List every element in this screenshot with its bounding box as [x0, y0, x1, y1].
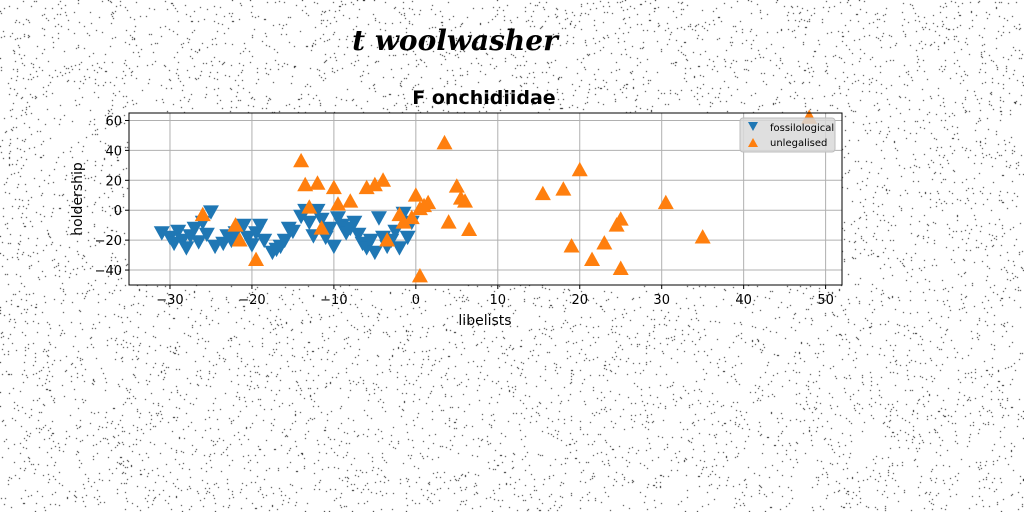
data-point-unlegalised — [375, 172, 392, 187]
data-point-unlegalised — [379, 232, 396, 247]
data-point-fossilological — [235, 218, 252, 234]
legend-label-fossilological: fossilological — [770, 123, 834, 134]
legend-box — [739, 117, 836, 153]
data-point-unlegalised — [227, 217, 244, 232]
data-point-fossilological — [276, 233, 293, 249]
data-point-unlegalised — [440, 214, 457, 229]
data-point-fossilological — [284, 224, 301, 240]
y-tick-label: 20 — [105, 174, 122, 189]
data-point-fossilological — [350, 227, 367, 243]
data-point-unlegalised — [395, 214, 412, 229]
data-point-fossilological — [153, 226, 170, 241]
data-point-fossilological — [186, 221, 203, 237]
x-tick-label: 50 — [817, 293, 834, 308]
data-point-unlegalised — [194, 206, 211, 222]
x-tick-label: −10 — [320, 293, 347, 308]
data-point-fossilological — [329, 211, 346, 226]
data-point-fossilological — [178, 241, 195, 256]
data-point-unlegalised — [571, 161, 588, 177]
data-point-fossilological — [362, 233, 379, 249]
legend: fossilological unlegalised — [739, 117, 836, 153]
x-tick-label: 0 — [412, 293, 420, 308]
x-tick-label: 20 — [571, 293, 588, 308]
data-point-unlegalised — [457, 193, 474, 208]
data-point-unlegalised — [329, 196, 346, 211]
data-point-unlegalised — [612, 260, 629, 275]
data-point-unlegalised — [596, 235, 613, 250]
data-point-fossilological — [391, 241, 408, 256]
data-point-unlegalised — [555, 181, 572, 196]
data-point-unlegalised — [563, 238, 580, 253]
data-point-unlegalised — [293, 152, 310, 168]
data-point-unlegalised — [461, 221, 478, 237]
data-point-fossilological — [239, 230, 256, 246]
y-tick-label: −40 — [95, 264, 122, 279]
data-point-fossilological — [313, 212, 330, 228]
data-point-fossilological — [366, 245, 383, 261]
data-point-fossilological — [321, 221, 338, 237]
x-tick-label: 40 — [735, 293, 752, 308]
x-axis-label: libelists — [458, 313, 511, 329]
data-point-fossilological — [170, 224, 187, 240]
x-tick-label: −20 — [238, 293, 265, 308]
data-point-fossilological — [256, 233, 273, 249]
data-point-fossilological — [243, 238, 260, 253]
legend-marker-fossilological — [748, 122, 758, 131]
data-point-fossilological — [198, 227, 215, 243]
data-point-fossilological — [174, 233, 191, 249]
x-tick-label: 10 — [490, 293, 507, 308]
data-point-unlegalised — [694, 229, 711, 244]
y-tick-label: 60 — [105, 114, 122, 129]
data-point-fossilological — [325, 239, 342, 255]
y-tick-label: 0 — [114, 204, 122, 219]
header-title: t woolwasher — [352, 24, 558, 57]
data-point-fossilological — [370, 211, 387, 226]
data-point-fossilological — [202, 205, 219, 220]
data-point-unlegalised — [534, 185, 551, 201]
chart-title: F onchidiidae — [412, 87, 555, 109]
data-point-unlegalised — [313, 220, 330, 235]
grid-layer — [129, 113, 842, 285]
legend-label-unlegalised: unlegalised — [770, 138, 827, 149]
y-tick-label: −20 — [95, 234, 122, 249]
plot-area — [129, 113, 842, 285]
data-point-unlegalised — [612, 211, 629, 226]
plot-frame — [128, 112, 843, 286]
data-point-fossilological — [190, 235, 207, 250]
data-point-unlegalised — [297, 176, 314, 192]
data-point-unlegalised — [309, 175, 326, 190]
x-tick-label: 30 — [653, 293, 670, 308]
data-point-fossilological — [346, 215, 363, 231]
x-tick-label: −30 — [156, 293, 183, 308]
data-point-unlegalised — [403, 209, 420, 225]
data-point-unlegalised — [448, 178, 465, 193]
y-tick-label: 40 — [105, 144, 122, 159]
data-point-unlegalised — [411, 268, 428, 283]
data-point-fossilological — [399, 230, 416, 246]
ticks-layer: −30 −20 −10 0 10 20 30 40 50 −40 −20 0 20 40 60 — [95, 114, 834, 308]
data-point-unlegalised — [301, 199, 318, 214]
data-point-fossilological — [301, 215, 318, 231]
data-point-unlegalised — [325, 179, 342, 195]
data-point-fossilological — [252, 218, 269, 234]
y-axis-label: holdership — [70, 162, 86, 236]
data-point-unlegalised — [366, 176, 383, 192]
data-point-unlegalised — [657, 194, 674, 210]
data-point-unlegalised — [420, 194, 437, 210]
legend-marker-unlegalised — [748, 138, 758, 147]
data-point-unlegalised — [407, 187, 424, 202]
data-point-unlegalised — [436, 134, 453, 150]
data-point-unlegalised — [342, 193, 359, 208]
data-point-unlegalised — [248, 251, 265, 266]
data-point-unlegalised — [584, 251, 601, 266]
data-point-unlegalised — [231, 232, 248, 247]
